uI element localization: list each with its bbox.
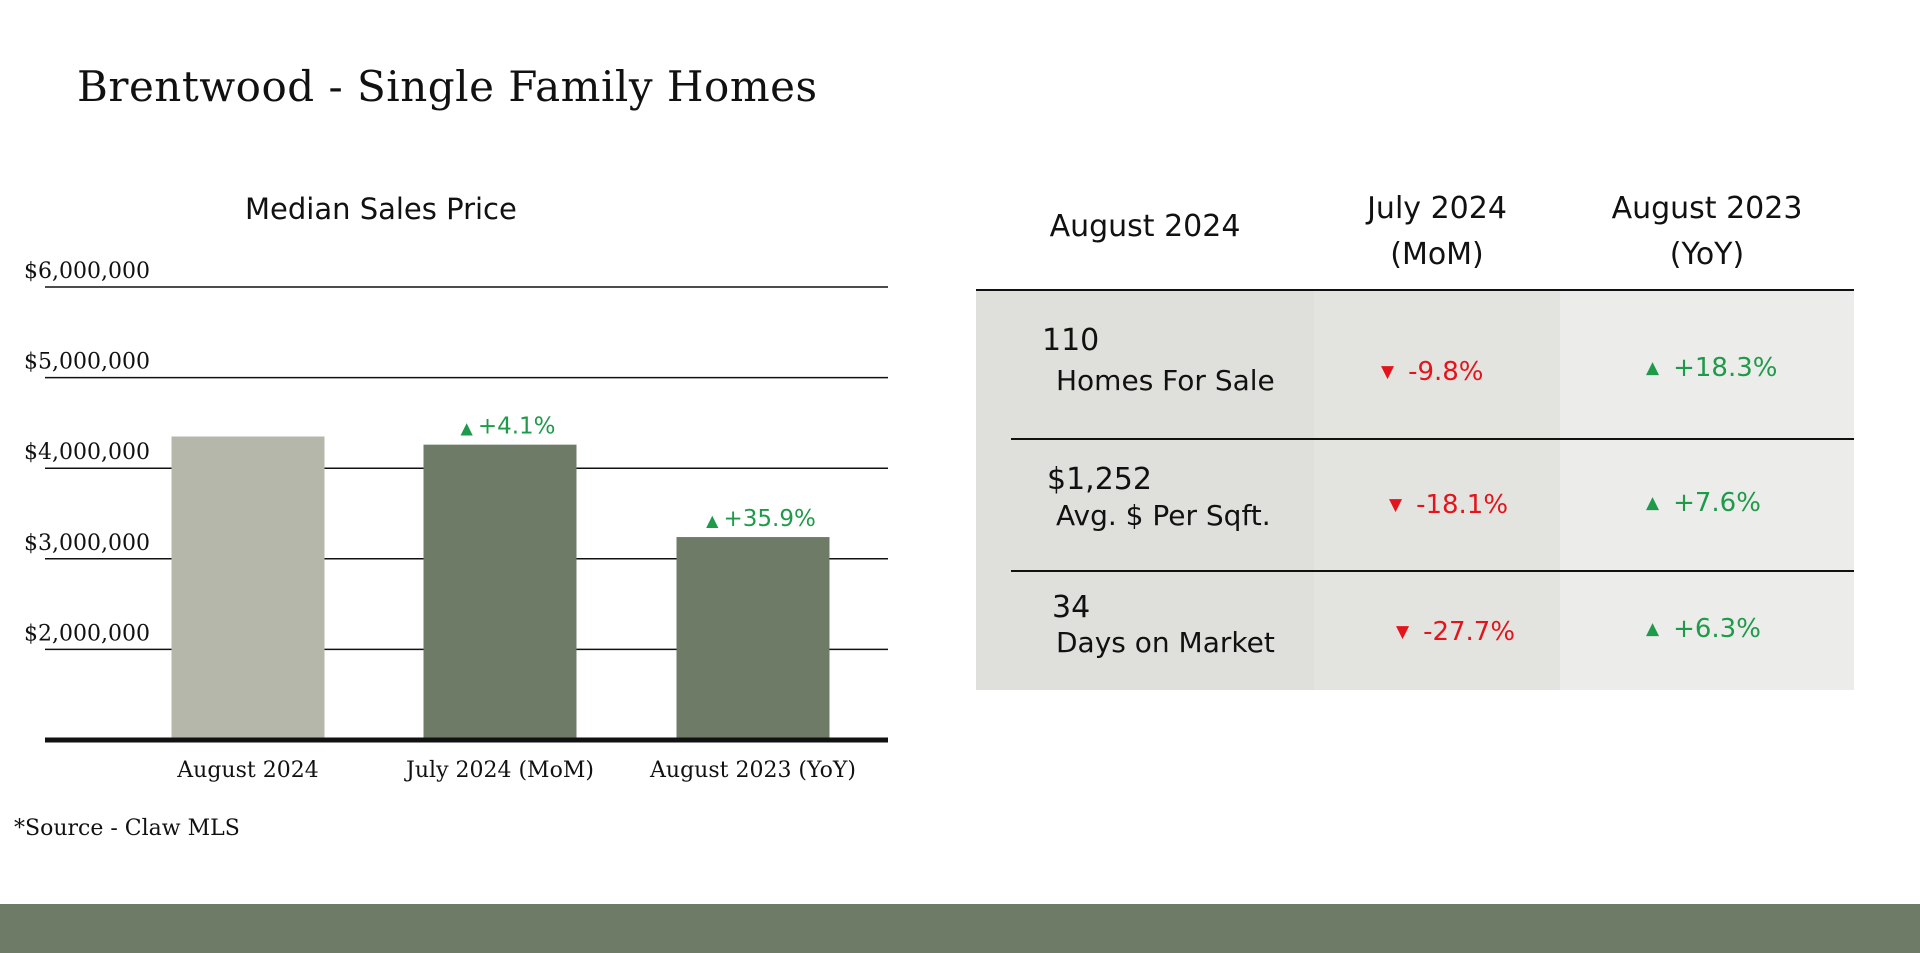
bar <box>676 537 830 740</box>
yoy-column-bg <box>1560 290 1854 690</box>
metric-value: 34 <box>1052 590 1091 625</box>
source-note: *Source - Claw MLS <box>14 816 240 841</box>
y-tick-label: $2,000,000 <box>24 621 150 646</box>
up-triangle-icon: ▲ <box>1646 619 1660 639</box>
y-tick-label: $6,000,000 <box>24 259 150 284</box>
x-tick-label: August 2023 (YoY) <box>649 758 856 783</box>
mom-change: ▼ -27.7% <box>1396 617 1516 647</box>
stat-row-days-on-market: 34 Days on Market ▼ -27.7% ▲ +6.3% <box>976 572 1854 690</box>
down-triangle-icon: ▼ <box>1381 362 1395 382</box>
header-mom: July 2024 (MoM) <box>1367 191 1507 272</box>
header-yoy: August 2023 (YoY) <box>1611 191 1803 272</box>
bar <box>171 436 325 740</box>
header-divider <box>976 289 1854 291</box>
yoy-change: ▲ +7.6% <box>1646 488 1761 518</box>
row-divider <box>1011 438 1854 440</box>
y-tick-label: $5,000,000 <box>24 350 150 375</box>
yoy-change: ▲ +6.3% <box>1646 614 1761 644</box>
current-column-bg <box>976 290 1314 690</box>
yoy-change: ▲ +18.3% <box>1646 353 1778 383</box>
chart-title: Median Sales Price <box>245 192 517 226</box>
stats-table: August 2024 July 2024 (MoM) August 2023 … <box>976 168 1854 690</box>
footer-band <box>0 904 1920 953</box>
metric-label: Avg. $ Per Sqft. <box>1056 499 1271 532</box>
metric-label: Homes For Sale <box>1056 364 1275 397</box>
y-tick-label: $4,000,000 <box>24 440 150 465</box>
stat-row-homes-for-sale: 110 Homes For Sale ▼ -9.8% ▲ +18.3% <box>976 290 1854 438</box>
data-label: ▲ +4.1% <box>460 414 555 440</box>
metric-value: 110 <box>1042 323 1100 358</box>
up-triangle-icon: ▲ <box>1646 358 1660 378</box>
bar <box>423 444 577 740</box>
x-tick-label: July 2024 (MoM) <box>404 758 594 783</box>
down-triangle-icon: ▼ <box>1396 622 1410 642</box>
down-triangle-icon: ▼ <box>1389 495 1403 515</box>
mom-column-bg <box>1314 290 1560 690</box>
median-price-chart: $2,000,000 $3,000,000 $4,000,000 $5,000,000… <box>24 259 888 783</box>
row-divider <box>1011 570 1854 572</box>
metric-label: Days on Market <box>1056 626 1275 659</box>
page-title: Brentwood - Single Family Homes <box>77 62 818 111</box>
stat-row-price-per-sqft: $1,252 Avg. $ Per Sqft. ▼ -18.1% ▲ +7.6% <box>976 440 1854 570</box>
data-label: ▲ +35.9% <box>706 506 816 532</box>
x-tick-label: August 2024 <box>176 758 318 783</box>
header-current: August 2024 <box>1049 209 1241 244</box>
y-tick-label: $3,000,000 <box>24 531 150 556</box>
metric-value: $1,252 <box>1047 462 1152 497</box>
mom-change: ▼ -18.1% <box>1389 490 1509 520</box>
mom-change: ▼ -9.8% <box>1381 357 1484 387</box>
up-triangle-icon: ▲ <box>1646 493 1660 513</box>
